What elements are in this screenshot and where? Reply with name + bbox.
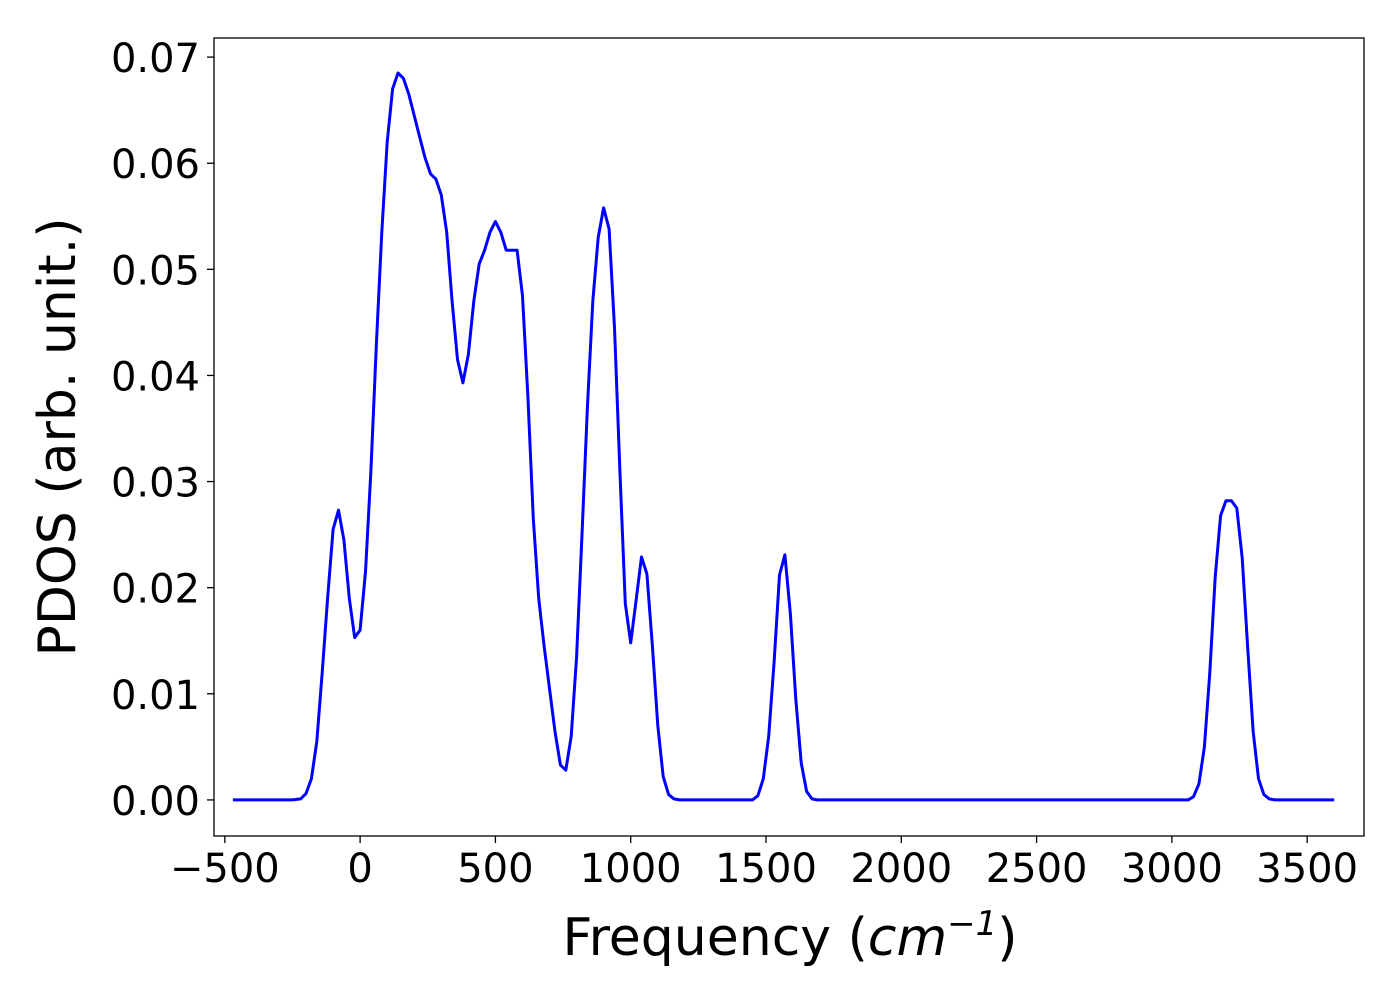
x-axis-title: Frequency (cm−1) <box>562 904 1017 968</box>
y-tick-label: 0.01 <box>111 673 200 719</box>
y-tick-label: 0.06 <box>111 142 200 188</box>
x-tick-label: 1000 <box>580 846 682 892</box>
x-tick-label: 0 <box>347 846 372 892</box>
x-tick-label: 2500 <box>986 846 1088 892</box>
x-axis-title-exponent: −1 <box>947 904 997 944</box>
y-axis-title: PDOS (arb. unit.) <box>28 217 88 656</box>
x-axis-title-prefix: Frequency ( <box>562 908 867 968</box>
y-tick-label: 0.03 <box>111 461 200 507</box>
x-axis-title-suffix: ) <box>997 908 1017 968</box>
plot-area <box>213 37 1365 837</box>
plot-frame <box>213 37 1365 837</box>
x-tick-label: 500 <box>457 846 533 892</box>
x-tick-label: 3500 <box>1256 846 1358 892</box>
x-axis-title-unit: cm <box>868 908 947 968</box>
x-axis-ticks: −500 0 500 1000 1500 2000 2500 3000 3500 <box>170 836 1358 892</box>
series-line-0 <box>232 71 1335 802</box>
x-tick-label: 1500 <box>715 846 817 892</box>
y-tick-label: 0.00 <box>111 779 200 825</box>
x-tick-label: −500 <box>170 846 280 892</box>
y-tick-label: 0.07 <box>111 36 200 82</box>
x-tick-label: 3000 <box>1121 846 1223 892</box>
x-tick-label: 2000 <box>850 846 952 892</box>
y-tick-label: 0.05 <box>111 248 200 294</box>
y-tick-label: 0.04 <box>111 354 200 400</box>
y-tick-label: 0.02 <box>111 567 200 613</box>
y-axis-ticks: 0.00 0.01 0.02 0.03 0.04 0.05 0.06 0.07 <box>111 36 214 825</box>
